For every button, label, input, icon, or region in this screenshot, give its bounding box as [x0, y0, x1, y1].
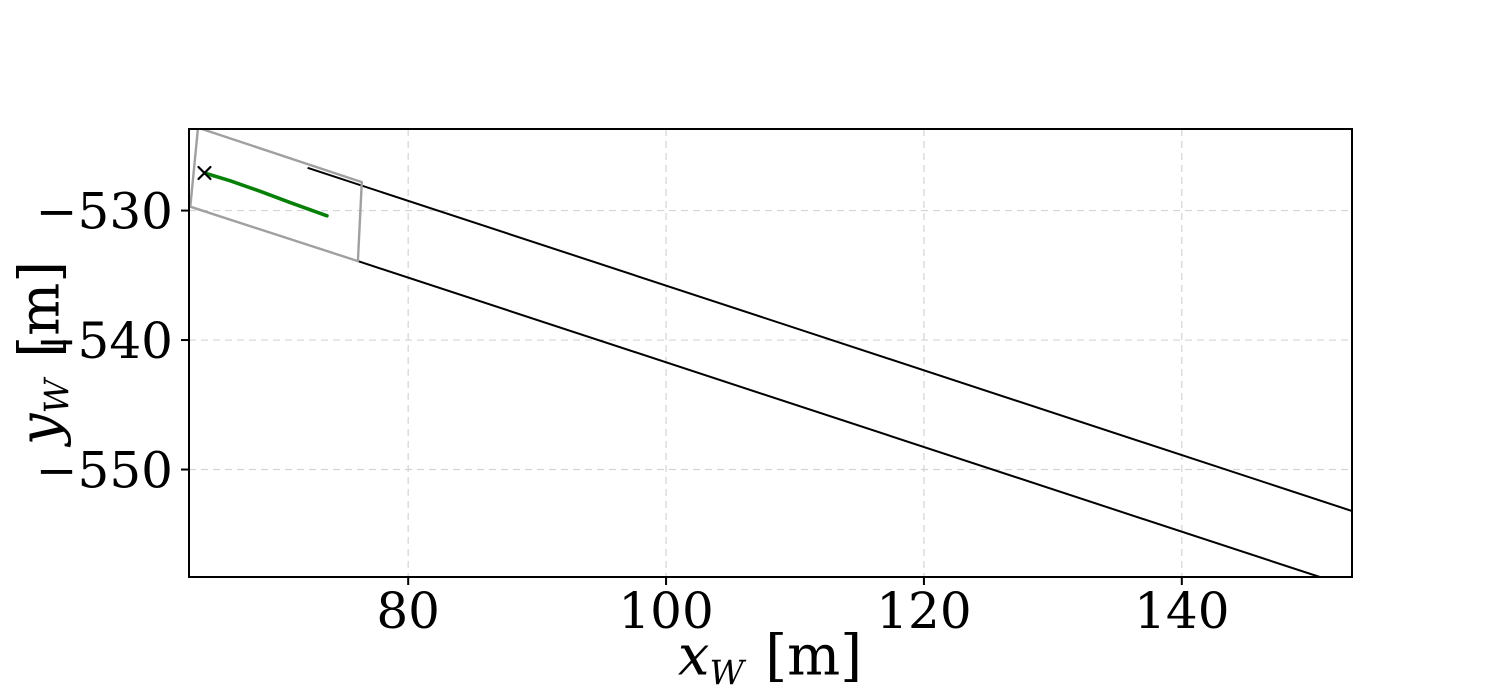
x-tick-label: 140 [1134, 582, 1229, 640]
y-axis-label: yW [m] [7, 261, 76, 445]
x-axis-variable: x [677, 623, 710, 689]
y-tick-label: −550 [36, 442, 173, 500]
y-axis-subscript: W [37, 378, 77, 414]
local-road-window-polygon [189, 129, 363, 263]
x-tick-label: 100 [618, 582, 713, 640]
x-axis-subscript: W [709, 653, 745, 693]
y-tick-label: −540 [36, 312, 173, 370]
x-tick-label: 120 [876, 582, 971, 640]
x-axis-label: xW [m] [678, 623, 862, 692]
planned-trajectory-line [202, 171, 329, 218]
y-axis-variable: y [7, 413, 73, 446]
y-tick-label: −530 [36, 183, 173, 241]
x-tick-label: 80 [376, 582, 440, 640]
planned-trajectory-start-marker [197, 165, 212, 181]
road-boundary-upper-line [307, 166, 1352, 512]
axes-spines [188, 128, 1353, 578]
x-axis-unit: [m] [765, 623, 863, 689]
road-boundary-lower-line [357, 260, 1321, 577]
y-axis-unit: [m] [7, 260, 73, 358]
